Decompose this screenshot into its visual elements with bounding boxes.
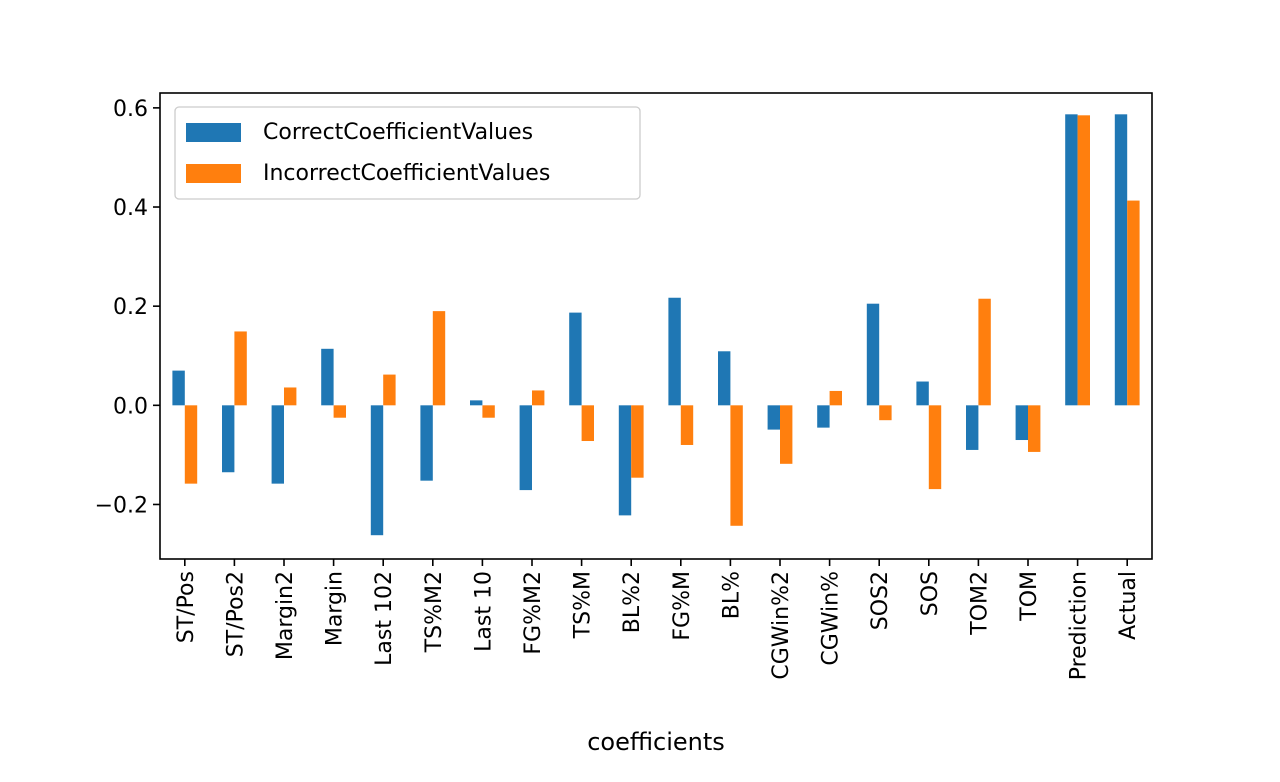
bar-correct-13 (817, 405, 830, 428)
x-tick-label: Actual (1116, 571, 1141, 640)
x-tick-label: Margin (323, 571, 348, 646)
bar-correct-18 (1065, 114, 1078, 406)
bar-incorrect-16 (978, 298, 991, 406)
x-tick-label: TOM (1017, 571, 1042, 622)
x-tick-label: FG%M2 (521, 571, 546, 655)
bar-correct-14 (866, 303, 880, 406)
bar-correct-4 (370, 405, 384, 536)
bar-incorrect-19 (1127, 200, 1140, 406)
x-tick-label: ST/Pos2 (223, 571, 248, 657)
legend-swatch-1 (186, 164, 241, 183)
bar-correct-9 (618, 405, 632, 516)
x-tick-label: Margin2 (273, 571, 298, 660)
plot-frame (159, 92, 1153, 560)
bar-correct-7 (519, 405, 532, 491)
bar-correct-5 (420, 405, 433, 481)
y-tick-label: 0.4 (113, 196, 148, 221)
x-tick-label: CGWin%2 (769, 571, 794, 680)
legend-label-0: CorrectCoefficientValues (263, 120, 533, 145)
x-tick-label: SOS (918, 571, 943, 616)
bar-correct-15 (916, 381, 929, 406)
bar-correct-2 (271, 405, 284, 484)
bar-correct-0 (172, 370, 185, 406)
x-tick-label: TS%M (571, 571, 596, 639)
x-axis-title: coefficients (587, 728, 725, 756)
bar-incorrect-11 (730, 405, 743, 526)
bar-correct-8 (569, 312, 582, 406)
bar-incorrect-4 (383, 374, 396, 406)
bar-incorrect-9 (631, 405, 644, 478)
bar-incorrect-10 (680, 405, 694, 445)
y-tick-label: −0.2 (95, 493, 148, 518)
bar-incorrect-1 (234, 331, 247, 406)
bar-correct-1 (222, 405, 235, 473)
x-tick-label: Last 10 (471, 571, 496, 652)
bar-incorrect-12 (780, 405, 793, 464)
y-tick-label: 0.6 (113, 97, 148, 122)
x-tick-label: Prediction (1067, 571, 1092, 680)
bar-incorrect-6 (482, 405, 495, 418)
legend-swatch-0 (186, 123, 241, 142)
y-axis: −0.2 0.0 0.2 0.4 0.6 (95, 97, 160, 518)
bar-incorrect-17 (1028, 405, 1041, 452)
y-tick-label: 0.2 (113, 295, 148, 320)
x-tick-label: FG%M (670, 571, 695, 641)
x-tick-label: BL% (719, 571, 744, 619)
x-tick-label: ST/Pos (174, 571, 199, 643)
x-axis: ST/Pos ST/Pos2 Margin2 Margin Last 102 TS%M2 L… (174, 559, 1141, 680)
x-tick-label: SOS2 (868, 571, 893, 630)
bar-correct-16 (966, 405, 979, 450)
bar-incorrect-18 (1077, 115, 1090, 406)
bar-correct-11 (718, 351, 731, 406)
legend-label-1: IncorrectCoefficientValues (263, 161, 550, 186)
bars-layer (172, 114, 1140, 536)
bar-incorrect-2 (284, 387, 297, 406)
legend: CorrectCoefficientValues IncorrectCoeffic… (174, 106, 641, 200)
bar-incorrect-14 (879, 405, 892, 421)
x-tick-label: Last 102 (372, 571, 397, 666)
bar-correct-12 (767, 405, 780, 430)
bar-correct-10 (668, 297, 681, 406)
bar-incorrect-7 (532, 390, 545, 406)
x-tick-label: BL%2 (620, 571, 645, 633)
x-tick-label: TS%M2 (422, 571, 447, 653)
x-tick-label: TOM2 (967, 571, 992, 636)
y-tick-label: 0.0 (113, 394, 148, 419)
bar-incorrect-13 (829, 390, 842, 406)
bar-incorrect-15 (928, 405, 942, 490)
x-tick-label: CGWin% (819, 571, 844, 666)
bar-incorrect-5 (432, 311, 446, 406)
bar-correct-17 (1015, 405, 1028, 441)
bar-incorrect-0 (184, 405, 198, 484)
legend-box (174, 106, 641, 200)
bar-correct-6 (470, 400, 483, 406)
bar-incorrect-3 (333, 405, 346, 418)
bar-correct-19 (1114, 114, 1128, 406)
bar-correct-3 (321, 348, 334, 406)
bar-incorrect-8 (581, 405, 594, 442)
